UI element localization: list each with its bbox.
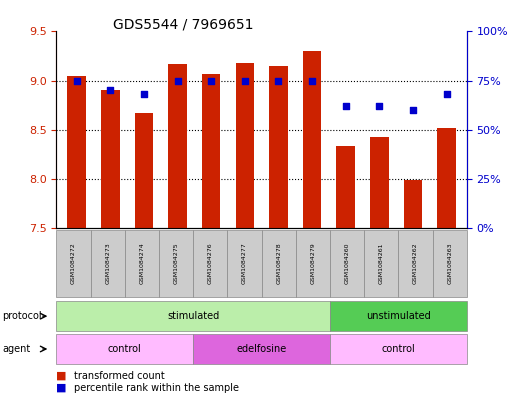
Bar: [67, 75, 86, 228]
Text: GSM1084260: GSM1084260: [345, 242, 350, 284]
Bar: [235, 63, 254, 228]
Text: GSM1084272: GSM1084272: [71, 242, 76, 284]
Text: protocol: protocol: [3, 311, 42, 321]
Text: GSM1084279: GSM1084279: [310, 242, 315, 284]
Bar: [101, 90, 120, 228]
Text: unstimulated: unstimulated: [366, 311, 431, 321]
Point: [241, 77, 249, 84]
Point: [173, 77, 182, 84]
Text: GSM1084262: GSM1084262: [413, 242, 418, 284]
Bar: [134, 113, 153, 228]
Point: [376, 103, 384, 109]
Bar: [303, 51, 321, 228]
Text: GSM1084276: GSM1084276: [208, 242, 213, 284]
Text: GSM1084278: GSM1084278: [276, 242, 281, 284]
Point: [308, 77, 316, 84]
Bar: [438, 128, 456, 228]
Text: edelfosine: edelfosine: [236, 344, 287, 354]
Point: [72, 77, 81, 84]
Text: ■: ■: [56, 371, 67, 381]
Text: GSM1084274: GSM1084274: [140, 242, 145, 284]
Bar: [337, 147, 355, 228]
Bar: [202, 74, 221, 228]
Text: GSM1084263: GSM1084263: [447, 242, 452, 284]
Bar: [370, 137, 389, 228]
Text: GSM1084277: GSM1084277: [242, 242, 247, 284]
Text: ■: ■: [56, 383, 67, 393]
Text: GDS5544 / 7969651: GDS5544 / 7969651: [113, 18, 253, 32]
Point: [274, 77, 283, 84]
Bar: [168, 64, 187, 228]
Text: transformed count: transformed count: [74, 371, 165, 381]
Point: [409, 107, 417, 113]
Text: control: control: [382, 344, 416, 354]
Point: [207, 77, 215, 84]
Point: [443, 91, 451, 97]
Point: [140, 91, 148, 97]
Text: GSM1084275: GSM1084275: [173, 242, 179, 284]
Bar: [269, 66, 288, 228]
Text: stimulated: stimulated: [167, 311, 220, 321]
Text: GSM1084261: GSM1084261: [379, 242, 384, 284]
Point: [106, 87, 114, 94]
Point: [342, 103, 350, 109]
Text: GSM1084273: GSM1084273: [105, 242, 110, 284]
Text: agent: agent: [3, 344, 31, 354]
Bar: [404, 180, 422, 228]
Text: control: control: [108, 344, 142, 354]
Text: percentile rank within the sample: percentile rank within the sample: [74, 383, 240, 393]
